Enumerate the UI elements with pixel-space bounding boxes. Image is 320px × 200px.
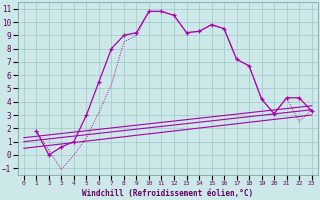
X-axis label: Windchill (Refroidissement éolien,°C): Windchill (Refroidissement éolien,°C)	[82, 189, 253, 198]
